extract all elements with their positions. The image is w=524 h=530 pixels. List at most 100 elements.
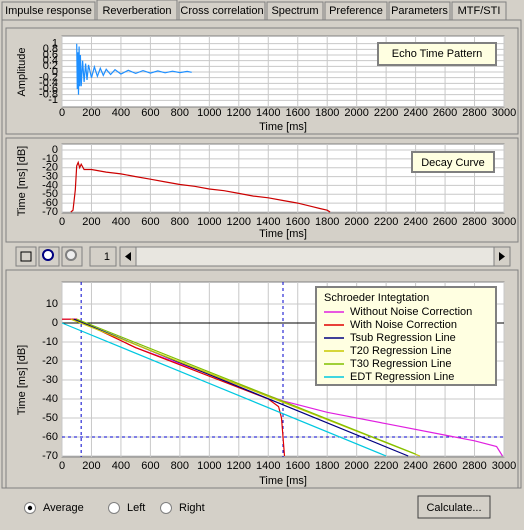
tab[interactable] <box>178 1 266 21</box>
chart-title: Decay Curve <box>421 157 485 169</box>
y-tick-label: 0 <box>52 317 58 329</box>
x-tick-label: 200 <box>82 107 100 119</box>
button-label: Calculate... <box>426 502 481 514</box>
page-field[interactable] <box>89 246 117 267</box>
y-tick-label: -0.8 <box>39 89 58 101</box>
tab[interactable] <box>388 1 451 21</box>
tab-label: Reverberation <box>102 5 171 17</box>
x-tick-label: 2600 <box>433 460 457 472</box>
x-tick-label: 0 <box>59 460 65 472</box>
icon <box>20 251 32 262</box>
fit-button[interactable] <box>15 246 37 267</box>
x-tick-label: 2200 <box>374 460 398 472</box>
x-tick-label: 1200 <box>227 107 251 119</box>
y-tick-label: -50 <box>42 188 58 200</box>
chart-title: Echo Time Pattern <box>392 48 483 60</box>
y-axis-label: Time [ms] [dB] <box>16 345 28 416</box>
x-tick-label: 2600 <box>433 216 457 228</box>
tab[interactable] <box>324 1 388 21</box>
x-tick-label: 2400 <box>403 216 427 228</box>
y-tick-label: 0 <box>52 144 58 156</box>
radio-dot <box>27 505 33 511</box>
radio-label: Average <box>43 502 84 514</box>
x-tick-label: 400 <box>112 460 130 472</box>
radio-label: Left <box>127 502 145 514</box>
x-tick-label: 200 <box>82 216 100 228</box>
y-tick-label: -0.6 <box>39 83 58 95</box>
y-tick-label: 10 <box>46 298 58 310</box>
y-tick-label: -30 <box>42 170 58 182</box>
legend-label: T20 Regression Line <box>350 345 452 357</box>
x-tick-label: 600 <box>141 107 159 119</box>
y-tick-label: 0.8 <box>43 43 58 55</box>
x-tick-label: 0 <box>59 107 65 119</box>
x-tick-label: 1000 <box>197 460 221 472</box>
x-tick-label: 2200 <box>374 216 398 228</box>
y-tick-label: -1 <box>48 94 58 106</box>
radio-label: Right <box>179 502 205 514</box>
series-line <box>70 160 331 213</box>
legend-label: With Noise Correction <box>350 319 457 331</box>
legend-box <box>411 151 495 173</box>
icon <box>65 249 77 261</box>
legend-label: T30 Regression Line <box>350 358 452 370</box>
x-tick-label: 1000 <box>197 107 221 119</box>
icon <box>499 252 505 261</box>
x-tick-label: 200 <box>82 460 100 472</box>
y-tick-label: -20 <box>42 355 58 367</box>
x-tick-label: 2600 <box>433 107 457 119</box>
y-tick-label: -20 <box>42 162 58 174</box>
y-tick-label: 0.2 <box>43 60 58 72</box>
x-tick-label: 2800 <box>462 216 486 228</box>
x-tick-label: 600 <box>141 460 159 472</box>
x-tick-label: 400 <box>112 216 130 228</box>
legend-box <box>377 42 497 66</box>
scrollbar[interactable] <box>119 246 511 267</box>
x-tick-label: 2400 <box>403 107 427 119</box>
tab-label: Cross correlation <box>180 5 263 17</box>
y-tick-label: -10 <box>42 153 58 165</box>
calculate-button[interactable] <box>417 495 491 519</box>
tab[interactable] <box>451 1 507 21</box>
x-tick-label: 2000 <box>344 107 368 119</box>
x-tick-label: 1200 <box>227 460 251 472</box>
legend-label: Tsub Regression Line <box>350 332 456 344</box>
x-tick-label: 1400 <box>256 107 280 119</box>
legend-label: Without Noise Correction <box>350 306 472 318</box>
tab[interactable] <box>96 0 178 21</box>
x-axis-label: Time [ms] <box>259 228 307 240</box>
y-axis-label: Time [ms] [dB] <box>16 146 28 217</box>
y-axis-label: Amplitude <box>16 48 28 97</box>
page-number: 1 <box>104 251 110 263</box>
x-tick-label: 2800 <box>462 460 486 472</box>
y-tick-label: -0.2 <box>39 72 58 84</box>
x-tick-label: 1000 <box>197 216 221 228</box>
x-tick-label: 1600 <box>285 216 309 228</box>
y-tick-label: -60 <box>42 431 58 443</box>
y-tick-label: 0.4 <box>43 55 58 67</box>
icon <box>125 252 131 261</box>
tab-label: Parameters <box>391 5 448 17</box>
x-tick-label: 800 <box>171 460 189 472</box>
y-tick-label: -60 <box>42 197 58 209</box>
x-tick-label: 1600 <box>285 460 309 472</box>
tab[interactable] <box>1 1 96 21</box>
x-tick-label: 2800 <box>462 107 486 119</box>
series-line <box>76 43 192 95</box>
x-tick-label: 3000 <box>492 216 516 228</box>
y-tick-label: -10 <box>42 336 58 348</box>
y-tick-label: -0.4 <box>39 77 58 89</box>
y-tick-label: 1 <box>52 38 58 50</box>
legend-label: EDT Regression Line <box>350 371 454 383</box>
x-tick-label: 600 <box>141 216 159 228</box>
tab[interactable] <box>266 1 324 21</box>
y-tick-label: -40 <box>42 179 58 191</box>
y-tick-label: 0 <box>52 66 58 78</box>
radio-button[interactable] <box>108 502 120 514</box>
x-tick-label: 1400 <box>256 460 280 472</box>
x-tick-label: 1400 <box>256 216 280 228</box>
toolbar: 1 <box>15 246 511 267</box>
tab-label: Preference <box>329 5 383 17</box>
tab-label: MTF/STI <box>458 5 501 17</box>
radio-button[interactable] <box>160 502 172 514</box>
